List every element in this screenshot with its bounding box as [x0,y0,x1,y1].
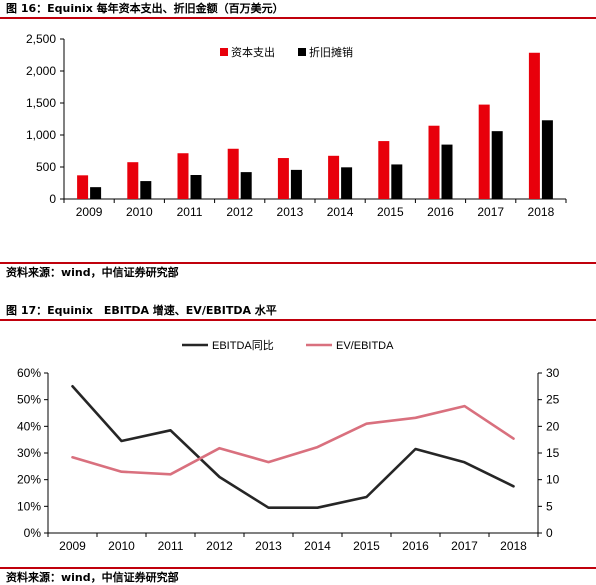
bar-capex [227,148,239,199]
right-y-tick-label: 20 [546,419,560,433]
ev-ebitda-line [71,404,515,476]
bar-capex [177,153,189,199]
x-tick-label: 2010 [108,539,135,553]
figure-17-top-rule [0,319,596,321]
right-y-tick-label: 5 [546,499,553,513]
left-y-tick-label: 0% [24,526,42,540]
left-y-tick-label: 10% [17,499,41,513]
figure-16-title: 图 16：Equinix 每年资本支出、折旧金额（百万美元） [6,2,284,15]
right-y-tick-label: 25 [546,393,560,407]
bar-depreciation [441,144,453,199]
x-tick-label: 2012 [206,539,233,553]
bar-capex [378,141,390,199]
right-y-tick-label: 30 [546,366,560,380]
bar-capex [77,175,89,199]
y-tick-label: 500 [36,160,56,174]
legend-swatch [220,48,228,56]
right-y-tick-label: 0 [546,526,553,540]
x-tick-label: 2017 [451,539,478,553]
x-tick-label: 2015 [377,205,404,219]
left-y-tick-label: 50% [17,393,41,407]
figure-16-bottom-rule [0,262,596,264]
legend-swatch [298,48,306,56]
x-tick-label: 2010 [126,205,153,219]
bar-depreciation [190,175,202,199]
bar-depreciation [240,172,252,199]
legend-label: EBITDA同比 [212,339,274,352]
bar-capex [428,125,440,199]
figure-17-bottom-rule [0,567,596,569]
x-tick-label: 2009 [59,539,86,553]
x-tick-label: 2016 [402,539,429,553]
y-tick-label: 1,000 [26,128,56,142]
figure-16-source: 资料来源：wind，中信证券研究部 [6,266,179,279]
bar-capex [478,104,490,199]
legend-label: EV/EBITDA [336,340,394,352]
x-tick-label: 2013 [255,539,282,553]
bar-depreciation [90,187,102,199]
bar-depreciation [491,131,503,199]
y-tick-label: 1,500 [26,96,56,110]
right-y-tick-label: 10 [546,473,560,487]
bar-depreciation [391,164,403,199]
y-tick-label: 0 [49,192,56,206]
x-tick-label: 2015 [353,539,380,553]
ebitda-growth-line [71,385,515,509]
left-y-tick-label: 60% [17,366,41,380]
x-tick-label: 2013 [277,205,304,219]
bar-depreciation [541,120,553,199]
left-y-tick-label: 20% [17,473,41,487]
bar-depreciation [140,181,152,199]
bar-capex [127,162,139,199]
figure-17-source: 资料来源：wind，中信证券研究部 [6,571,179,584]
x-tick-label: 2014 [327,205,354,219]
ebitda-ev-line-chart: 0% 10% 20% 30% 40% 50% 60% 0 5 10 15 20 25 30 2009 2010… [17,339,560,553]
bar-depreciation [341,167,353,199]
x-tick-label: 2009 [76,205,103,219]
y-tick-label: 2,000 [26,64,56,78]
x-tick-label: 2018 [528,205,555,219]
capex-depreciation-bar-chart: 0 500 1,000 1,500 2,000 2,500 2009 2010 2011 2012… [26,32,567,219]
bar-capex [528,52,540,200]
bar-depreciation [290,169,302,199]
figure-17-title: 图 17：Equinix EBITDA 增速、EV/EBITDA 水平 [6,304,277,317]
bar-capex [328,155,340,199]
x-tick-label: 2018 [500,539,527,553]
x-tick-label: 2012 [226,205,253,219]
x-tick-label: 2016 [427,205,454,219]
y-tick-label: 2,500 [26,32,56,46]
left-y-tick-label: 40% [17,419,41,433]
right-y-tick-label: 15 [546,446,560,460]
legend-label: 资本支出 [231,45,275,59]
legend-label: 折旧摊销 [309,45,353,59]
x-tick-label: 2011 [177,205,203,219]
figure-16-top-rule [0,17,596,19]
x-tick-label: 2017 [477,205,504,219]
x-tick-label: 2014 [304,539,331,553]
left-y-tick-label: 30% [17,446,41,460]
bar-capex [277,158,289,199]
x-tick-label: 2011 [158,539,184,553]
